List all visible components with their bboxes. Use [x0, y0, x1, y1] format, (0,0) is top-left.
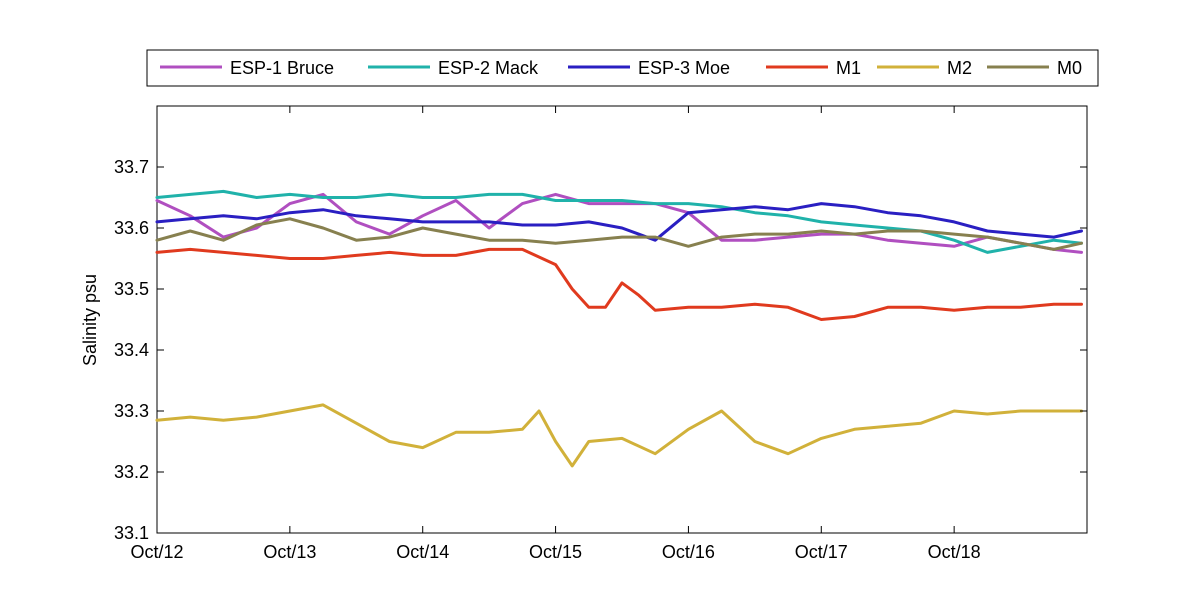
series-layer — [155, 189, 1083, 468]
series-line-5 — [155, 403, 1083, 468]
legend-label-4: M1 — [836, 58, 861, 78]
y-tick-label: 33.6 — [114, 218, 149, 238]
legend-label-3: ESP-3 Moe — [638, 58, 730, 78]
legend-label-6: M0 — [1057, 58, 1082, 78]
legend: ESP-1 Bruce ESP-2 Mack ESP-3 Moe M1 M2 M0 — [146, 49, 1099, 87]
y-tick-label: 33.7 — [114, 157, 149, 177]
y-tick-label: 33.1 — [114, 523, 149, 543]
x-tick-label: Oct/12 — [130, 542, 183, 562]
x-tick-label: Oct/15 — [529, 542, 582, 562]
series-line-4 — [155, 247, 1083, 321]
legend-label-1: ESP-1 Bruce — [230, 58, 334, 78]
x-tick-label: Oct/14 — [396, 542, 449, 562]
x-tick-label: Oct/13 — [263, 542, 316, 562]
x-tick-label: Oct/16 — [662, 542, 715, 562]
series-line-6 — [155, 217, 1083, 251]
series-line-3 — [155, 202, 1083, 242]
y-tick-label: 33.2 — [114, 462, 149, 482]
plot-area — [156, 105, 1088, 534]
x-tick-label: Oct/17 — [795, 542, 848, 562]
y-tick-label: 33.4 — [114, 340, 149, 360]
x-tick-label: Oct/18 — [928, 542, 981, 562]
y-tick-label: 33.3 — [114, 401, 149, 421]
legend-items: ESP-1 Bruce ESP-2 Mack ESP-3 Moe M1 M2 M0 — [160, 58, 1082, 78]
y-axis-title: Salinity psu — [80, 274, 100, 366]
ticks-layer: 33.1 33.2 33.3 33.4 33.5 33.6 33.7 Oct/12 Oct/13… — [114, 106, 1087, 562]
legend-label-2: ESP-2 Mack — [438, 58, 539, 78]
series-line-2 — [155, 189, 1083, 254]
y-tick-label: 33.5 — [114, 279, 149, 299]
legend-label-5: M2 — [947, 58, 972, 78]
